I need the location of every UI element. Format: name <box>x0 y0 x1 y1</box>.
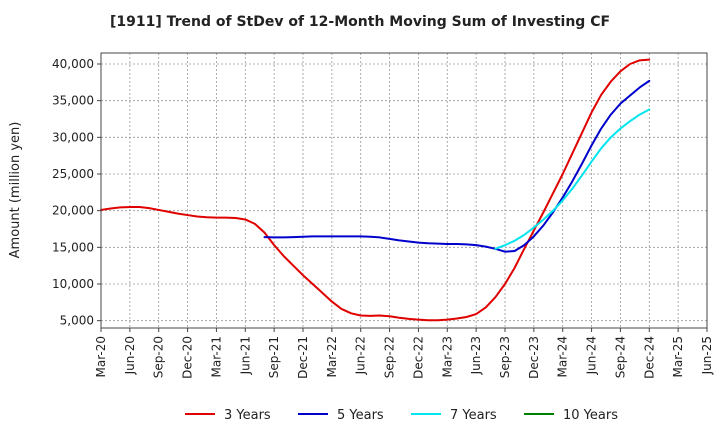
y-tick-label: 30,000 <box>52 130 94 144</box>
y-tick-label: 15,000 <box>52 240 94 254</box>
x-tick-label: Mar-24 <box>556 336 570 377</box>
x-tick-label: Jun-22 <box>354 336 368 375</box>
x-tick-label: Jun-24 <box>585 336 599 375</box>
series-line-3-years <box>100 58 651 322</box>
x-tick-label: Dec-20 <box>181 336 195 379</box>
y-tick-label: 40,000 <box>52 57 94 71</box>
series-line-7-years <box>494 108 651 250</box>
x-tick-label: Jun-25 <box>700 336 714 375</box>
y-axis: 5,000 10,000 15,000 20,000 25,000 30,000 35,00… <box>52 57 101 328</box>
x-tick-label: Sep-23 <box>498 336 512 378</box>
x-tick-label: Mar-23 <box>440 336 454 377</box>
x-tick-label: Jun-21 <box>238 336 252 375</box>
legend-label-3-years: 3 Years <box>224 408 271 423</box>
series-line-5-years <box>263 79 651 253</box>
x-tick-label: Mar-25 <box>671 336 685 377</box>
x-tick-label: Sep-22 <box>383 336 397 378</box>
x-tick-label: Sep-24 <box>613 336 627 378</box>
x-tick-label: Sep-21 <box>267 336 281 378</box>
y-tick-label: 10,000 <box>52 277 94 291</box>
x-tick-label: Jun-20 <box>123 336 137 375</box>
x-tick-label: Mar-22 <box>325 336 339 377</box>
y-tick-label: 25,000 <box>52 167 94 181</box>
legend: 3 Years 5 Years 7 Years 10 Years <box>185 408 618 423</box>
y-tick-label: 35,000 <box>52 94 94 108</box>
plot-frame <box>100 52 708 329</box>
plot-area <box>101 53 707 328</box>
x-tick-label: Jun-23 <box>469 336 483 375</box>
legend-label-10-years: 10 Years <box>563 408 618 423</box>
x-tick-label: Dec-24 <box>642 336 656 379</box>
x-tick-label: Mar-21 <box>209 336 223 377</box>
x-tick-label: Dec-22 <box>411 336 425 379</box>
y-axis-title: Amount (million yen) <box>8 122 23 259</box>
x-tick-label: Sep-20 <box>152 336 166 378</box>
series-lines <box>100 58 651 322</box>
y-tick-label: 20,000 <box>52 204 94 218</box>
grid <box>100 53 708 328</box>
legend-label-7-years: 7 Years <box>450 408 497 423</box>
x-tick-label: Dec-23 <box>527 336 541 379</box>
legend-label-5-years: 5 Years <box>337 408 384 423</box>
x-tick-label: Mar-20 <box>94 336 108 377</box>
x-axis: Mar-20 Jun-20 Sep-20 Dec-20 Mar-21 Jun-21 Sep-… <box>94 328 714 379</box>
chart-title: [1911] Trend of StDev of 12-Month Moving… <box>110 14 610 30</box>
y-tick-label: 5,000 <box>60 314 94 328</box>
x-tick-label: Dec-21 <box>296 336 310 379</box>
